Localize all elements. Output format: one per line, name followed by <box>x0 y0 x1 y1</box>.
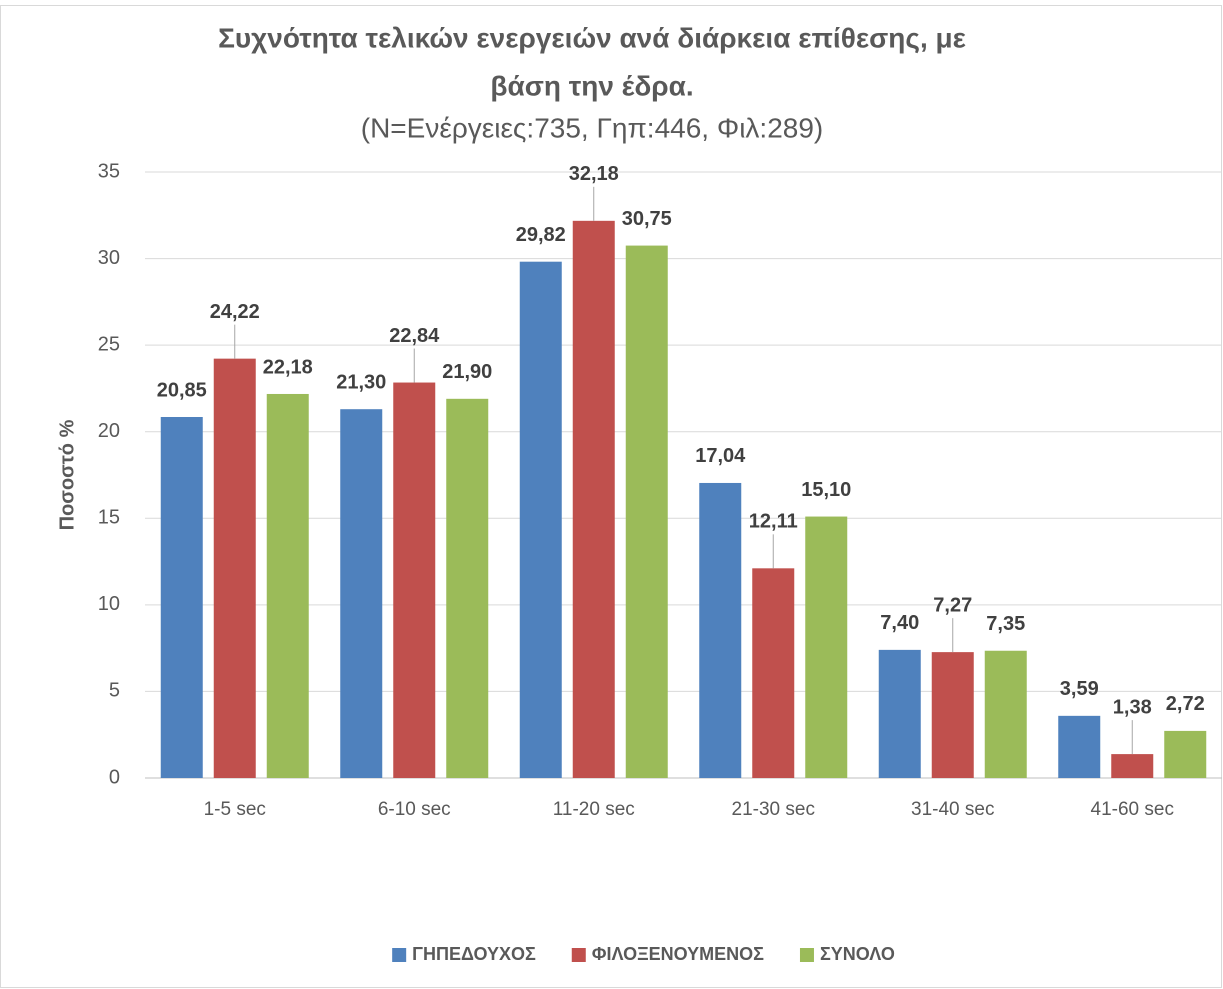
y-tick-label: 15 <box>98 507 120 529</box>
y-tick-label: 35 <box>98 160 120 182</box>
data-label: 3,59 <box>1060 678 1099 700</box>
x-tick-label: 21-30 sec <box>732 799 815 820</box>
bar <box>340 409 383 778</box>
x-tick-label: 1-5 sec <box>204 799 266 820</box>
y-tick-label: 0 <box>109 766 120 788</box>
data-label: 30,75 <box>622 208 672 230</box>
bar <box>393 382 436 778</box>
data-label: 7,40 <box>880 612 919 634</box>
bar <box>572 220 615 778</box>
data-label: 21,90 <box>442 361 492 383</box>
legend-label: ΦΙΛΟΞΕΝΟΥΜΕΝΟΣ <box>592 944 764 964</box>
data-label: 1,38 <box>1113 696 1152 718</box>
bar <box>1164 730 1207 778</box>
chart-title: Συχνότητα τελικών ενεργειών ανά διάρκεια… <box>218 22 966 53</box>
chart-title: βάση την έδρα. <box>490 70 693 101</box>
bar <box>1111 754 1154 778</box>
bar <box>213 358 256 778</box>
y-tick-label: 5 <box>109 680 120 702</box>
data-label: 7,27 <box>933 594 972 616</box>
bar <box>266 393 309 778</box>
bar <box>519 261 562 778</box>
bar <box>805 516 848 778</box>
data-label: 7,35 <box>986 613 1025 635</box>
data-label: 21,30 <box>336 371 386 393</box>
data-label: 15,10 <box>801 479 851 501</box>
bar <box>699 482 742 778</box>
x-tick-label: 41-60 sec <box>1091 799 1174 820</box>
bar <box>1058 715 1101 778</box>
bar <box>160 416 203 778</box>
data-label: 12,11 <box>749 511 798 533</box>
bar <box>446 398 489 778</box>
bar <box>878 649 921 778</box>
x-tick-label: 11-20 sec <box>553 799 635 820</box>
legend-label: ΓΗΠΕΔΟΥΧΟΣ <box>412 944 536 964</box>
data-label: 24,22 <box>210 301 260 323</box>
y-tick-label: 20 <box>98 420 120 442</box>
y-tick-label: 10 <box>98 593 120 615</box>
data-label: 22,18 <box>263 356 313 378</box>
legend-swatch <box>392 948 407 962</box>
legend-label: ΣΥΝΟΛΟ <box>820 944 895 964</box>
data-label: 17,04 <box>695 445 746 467</box>
legend-swatch <box>799 948 814 962</box>
y-tick-label: 30 <box>98 247 120 269</box>
y-axis-label: Ποσοστό % <box>56 419 78 530</box>
data-label: 32,18 <box>569 163 619 185</box>
data-label: 29,82 <box>516 224 566 246</box>
bar <box>752 568 795 778</box>
bar <box>984 650 1027 778</box>
data-label: 2,72 <box>1166 693 1205 715</box>
x-tick-label: 31-40 sec <box>911 799 994 820</box>
legend-swatch <box>571 948 586 962</box>
data-label: 22,84 <box>389 325 440 347</box>
chart-subtitle: (Ν=Ενέργειες:735, Γηπ:446, Φιλ:289) <box>361 112 823 143</box>
x-tick-label: 6-10 sec <box>378 799 451 820</box>
y-tick-label: 25 <box>98 333 120 355</box>
data-label: 20,85 <box>157 379 207 401</box>
bar <box>625 245 668 779</box>
bar <box>931 652 974 778</box>
